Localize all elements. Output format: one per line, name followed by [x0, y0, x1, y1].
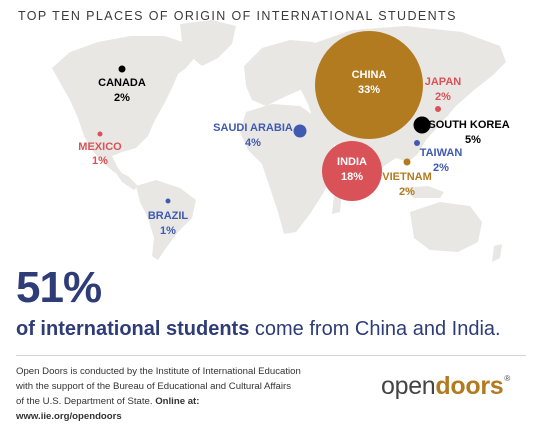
label-taiwan-name: TAIWAN [420, 147, 463, 159]
headline-percentage: 51% [16, 263, 102, 312]
label-canada-pct: 2% [114, 92, 130, 104]
bubble-vietnam [403, 158, 411, 166]
label-china-pct: 33% [358, 84, 380, 96]
australia-landmass [410, 202, 482, 252]
label-china-name: CHINA [352, 69, 387, 81]
southeast-asia-islands-landmass [402, 186, 444, 198]
footer-line-1: Open Doors is conducted by the Institute… [16, 366, 301, 377]
logo-doors: doors [435, 372, 504, 400]
label-mexico-name: MEXICO [78, 141, 122, 153]
label-vietnam-name: VIETNAM [382, 171, 432, 183]
bubble-china [315, 31, 423, 139]
labels: CHINA 33% INDIA 18% SOUTH KOREA 5% SAUDI… [78, 69, 509, 237]
bubble-taiwan [414, 140, 420, 146]
bubble-japan [435, 106, 441, 112]
label-brazil-pct: 1% [160, 225, 176, 237]
label-india-name: INDIA [337, 156, 367, 168]
label-saudi-arabia-name: SAUDI ARABIA [213, 122, 293, 134]
south-america-landmass [136, 180, 196, 260]
footer-line-2: with the support of the Bureau of Educat… [16, 381, 292, 392]
label-japan-name: JAPAN [425, 76, 462, 88]
headline-caption: of international students come from Chin… [16, 317, 501, 341]
footer-divider [16, 355, 526, 356]
label-taiwan-pct: 2% [433, 162, 449, 174]
label-mexico-pct: 1% [92, 155, 108, 167]
central-america-landmass [114, 170, 138, 190]
label-south-korea-pct: 5% [465, 134, 481, 146]
footer-line-3-plain: of the U.S. Department of State. [16, 396, 156, 407]
greenland-landmass [180, 20, 236, 66]
logo-registered-mark: ® [504, 374, 510, 383]
caption-rest: come from China and India. [249, 318, 501, 340]
footer-url[interactable]: Online at: www.iie.org/opendoors [16, 396, 200, 422]
bubble-mexico [97, 131, 103, 137]
bubbles [97, 31, 441, 204]
label-vietnam-pct: 2% [399, 186, 415, 198]
europe-landmass [244, 40, 322, 106]
opendoors-logo: opendoors® [381, 372, 510, 401]
bubble-brazil [165, 198, 171, 204]
bubble-south-korea [413, 116, 431, 134]
new-zealand-landmass [492, 244, 502, 262]
north-america-landmass [52, 36, 196, 176]
world-map: CHINA 33% INDIA 18% SOUTH KOREA 5% SAUDI… [52, 20, 510, 262]
bubble-india [322, 141, 382, 201]
footer-text: Open Doors is conducted by the Institute… [16, 364, 306, 424]
footer-line-3: of the U.S. Department of State. Online … [16, 394, 306, 424]
label-brazil-name: BRAZIL [148, 210, 189, 222]
label-saudi-arabia-pct: 4% [245, 137, 261, 149]
caption-bold: of international students [16, 318, 250, 340]
africa-landmass [240, 104, 334, 234]
label-south-korea-name: SOUTH KOREA [428, 119, 509, 131]
infographic-title: TOP TEN PLACES OF ORIGIN OF INTERNATIONA… [18, 9, 457, 23]
logo-open: open [381, 372, 436, 400]
japan-landmass [440, 86, 456, 120]
label-japan-pct: 2% [435, 91, 451, 103]
label-canada-name: CANADA [98, 77, 146, 89]
bubble-saudi-arabia [293, 124, 307, 138]
bubble-canada [118, 65, 126, 73]
label-india-pct: 18% [341, 171, 363, 183]
